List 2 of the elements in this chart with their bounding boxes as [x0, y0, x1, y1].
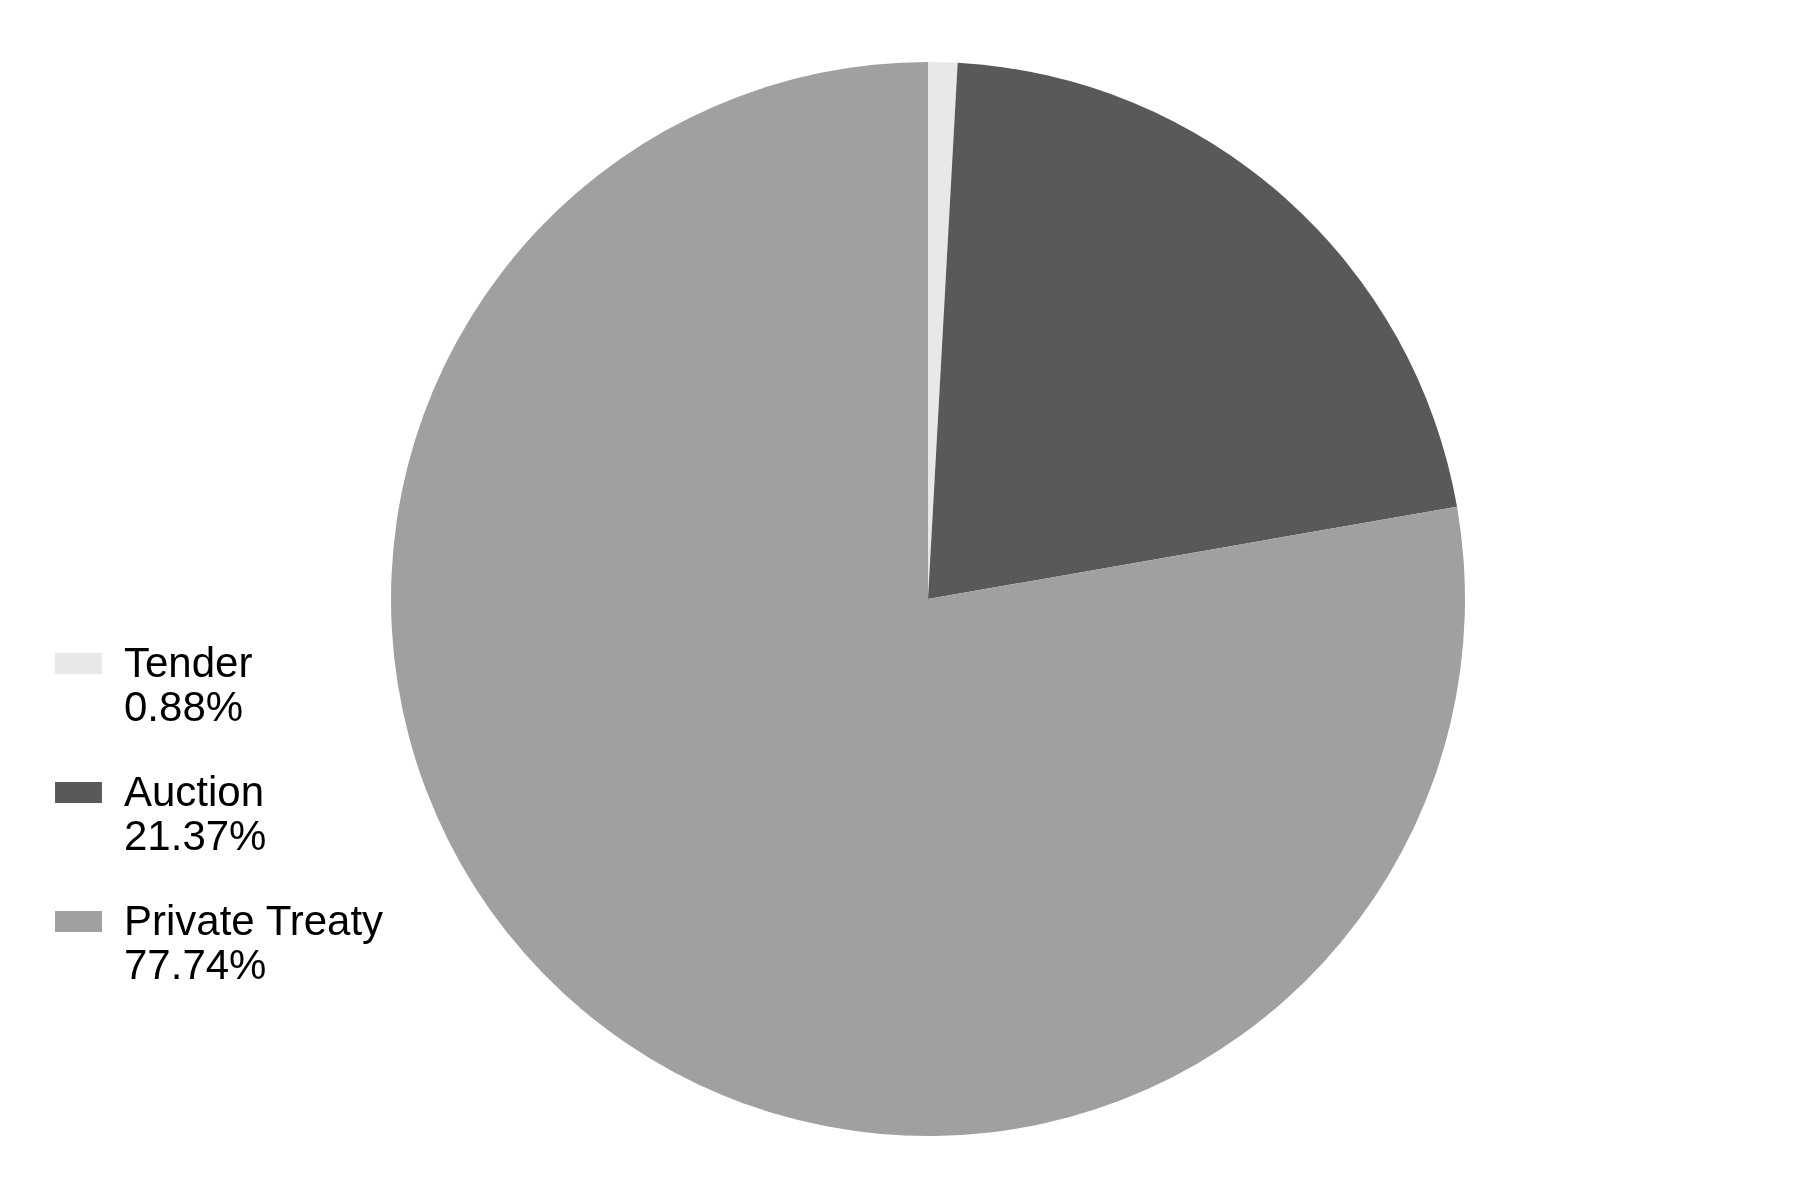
pie-slice	[928, 62, 1458, 599]
pie-slice	[391, 62, 1465, 1136]
